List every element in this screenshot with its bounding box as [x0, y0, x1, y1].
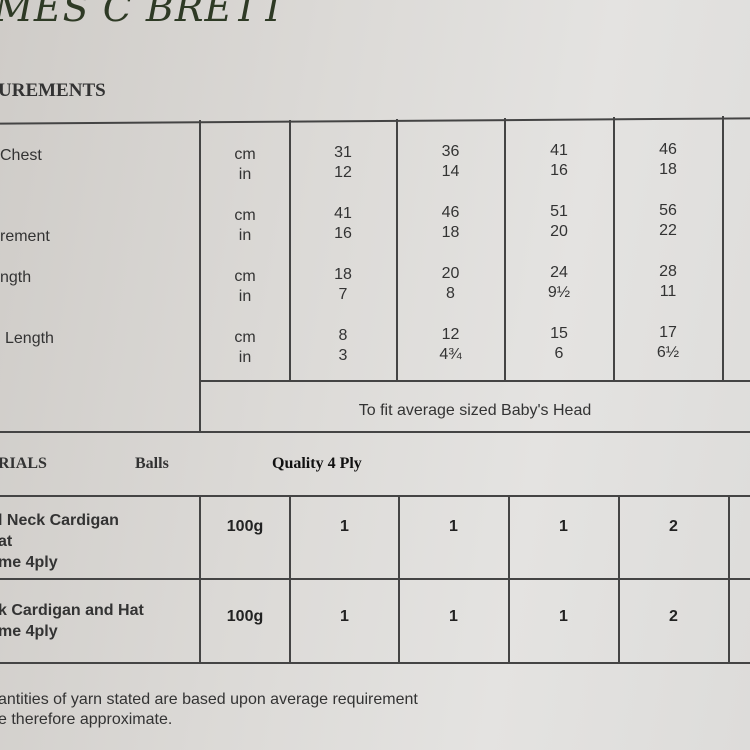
ball-count: 1	[559, 608, 568, 625]
ball-count: 1	[340, 518, 349, 535]
measurement-value: 15 6	[550, 325, 568, 362]
quality-label: Quality 4 Ply	[272, 455, 362, 472]
unit-cell: cm in	[234, 329, 256, 366]
measurement-value: 18 7	[334, 266, 352, 303]
measurement-value: 28 11	[659, 263, 677, 300]
divider	[0, 431, 750, 433]
ball-count: 2	[669, 518, 678, 535]
divider	[289, 495, 291, 663]
footnote-line: e therefore approximate.	[0, 711, 173, 728]
measurement-label: rement	[0, 228, 50, 245]
ball-count: 1	[449, 518, 458, 535]
measurement-value: 17 6½	[656, 324, 680, 361]
measurement-label: Chest	[0, 147, 42, 164]
divider	[613, 117, 615, 380]
measurements-heading: UREMENTS	[0, 80, 106, 101]
measurement-label: Length	[5, 330, 54, 347]
divider	[200, 380, 750, 382]
divider	[504, 118, 506, 380]
unit-cell: cm in	[234, 207, 256, 244]
divider	[722, 116, 724, 380]
measurement-value: 12 4¾	[439, 326, 462, 363]
unit-cell: cm in	[234, 146, 256, 183]
divider	[289, 120, 291, 380]
measurement-value: 41 16	[334, 205, 352, 242]
divider	[0, 662, 750, 664]
measurement-value: 20 8	[441, 265, 460, 302]
footnote: antities of yarn stated are based upon a…	[0, 690, 418, 730]
divider	[728, 495, 730, 663]
measurement-value: 46 18	[659, 141, 677, 178]
hat-note: To fit average sized Baby's Head	[358, 402, 592, 419]
divider	[0, 495, 750, 497]
ball-count: 1	[340, 608, 349, 625]
measurement-value: 24 9½	[547, 264, 571, 301]
ball-count: 2	[669, 608, 678, 625]
divider	[618, 495, 620, 663]
measurement-value: 36 14	[441, 143, 460, 180]
divider	[199, 120, 201, 432]
divider	[396, 119, 398, 380]
divider	[398, 495, 400, 663]
footnote-line: antities of yarn stated are based upon a…	[0, 691, 418, 708]
ball-count: 1	[559, 518, 568, 535]
measurement-value: 41 16	[550, 142, 568, 179]
measurement-value: 56 22	[659, 202, 677, 239]
unit-cell: cm in	[234, 268, 256, 305]
measurement-value: 51 20	[550, 203, 568, 240]
yarn-description: k Cardigan and Hat me 4ply	[0, 602, 144, 640]
materials-heading: RIALS	[0, 455, 47, 472]
measurement-value: 31 12	[334, 144, 352, 181]
ball-count: 1	[449, 608, 458, 625]
measurement-label: ngth	[0, 269, 32, 286]
divider	[508, 495, 510, 663]
yarn-weight: 100g	[226, 608, 264, 625]
balls-label: Balls	[135, 455, 169, 472]
brand-logo: MES C BRETT	[0, 0, 287, 30]
yarn-description: l Neck Cardigan at me 4ply	[0, 512, 119, 571]
measurement-value: 46 18	[441, 204, 460, 241]
divider	[0, 117, 750, 125]
divider	[0, 578, 750, 580]
divider	[199, 495, 201, 663]
yarn-weight: 100g	[226, 518, 264, 535]
